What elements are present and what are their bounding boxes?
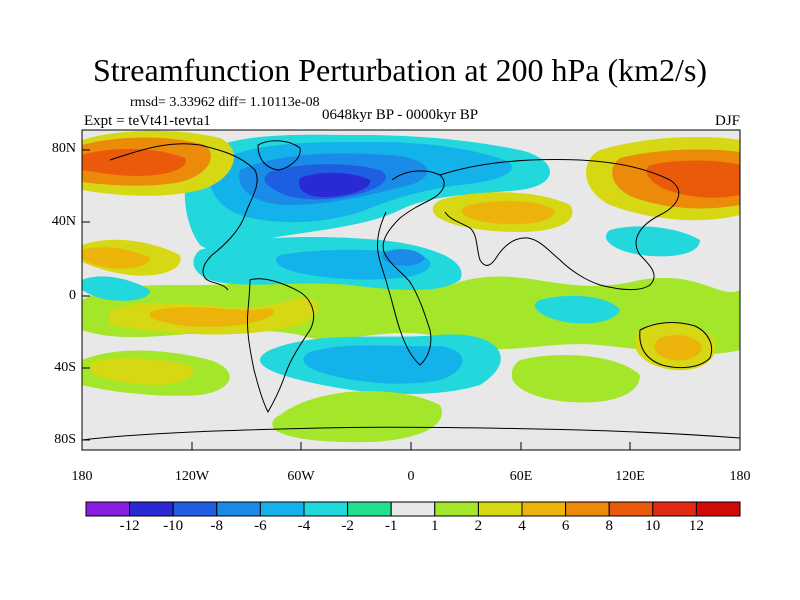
colorbar-swatch xyxy=(434,501,479,517)
colorbar-label: -8 xyxy=(210,518,224,534)
y-label-80n: 80N xyxy=(51,141,76,156)
x-label-120e: 120E xyxy=(615,469,645,484)
colorbar-label: -4 xyxy=(297,518,311,534)
colorbar-label: -6 xyxy=(254,518,267,534)
colorbar-swatch xyxy=(565,501,610,517)
colorbar-swatch xyxy=(652,501,697,517)
y-label-0: 0 xyxy=(69,288,76,303)
coast-asia xyxy=(439,159,680,290)
colorbar-label: -10 xyxy=(163,518,184,534)
stats-label: rmsd= 3.33962 diff= 1.10113e-08 xyxy=(130,95,320,110)
coast-australia xyxy=(639,322,713,369)
x-label-60w: 60W xyxy=(287,469,315,484)
colorbar-swatch xyxy=(259,501,305,517)
colorbar-label: 2 xyxy=(474,518,483,534)
x-label-0: 0 xyxy=(407,469,415,484)
x-label-120w: 120W xyxy=(174,469,210,484)
experiment-label: Expt = teVt41-tevta1 xyxy=(84,113,211,129)
colorbar-swatch xyxy=(129,501,174,517)
colorbar-swatch xyxy=(695,501,741,517)
y-label-40n: 40N xyxy=(51,214,76,229)
colorbar-label: -12 xyxy=(119,518,140,534)
contour-neg-africa-core xyxy=(382,249,425,266)
colorbar-swatch xyxy=(608,501,654,517)
contour-neg-spacific xyxy=(82,276,150,301)
colorbar-swatch xyxy=(521,501,567,517)
colorbar-label: 10 xyxy=(645,518,661,534)
colorbar-swatch xyxy=(172,501,218,517)
map-title: Streamfunction Perturbation at 200 hPa (… xyxy=(92,52,708,88)
colorbar-swatch xyxy=(390,501,436,517)
contour-field xyxy=(82,130,740,450)
contour-pos-australia-orange xyxy=(654,334,702,361)
contour-neg-nindian xyxy=(606,226,700,257)
x-label-60e: 60E xyxy=(509,469,533,484)
colorbar-label: -2 xyxy=(341,518,354,534)
colorbar-label: -1 xyxy=(384,518,398,534)
contour-neg-northatlantic-core xyxy=(299,172,371,198)
colorbar-label: 6 xyxy=(561,518,570,534)
period-label: 0648kyr BP - 0000kyr BP xyxy=(322,107,479,123)
x-label-180e: 180 xyxy=(729,469,751,484)
y-label-40s: 40S xyxy=(54,360,76,375)
colorbar-swatch xyxy=(216,501,261,517)
coast-antarctica xyxy=(82,426,740,441)
contour-neg-satlantic xyxy=(303,345,463,384)
colorbar-label: 12 xyxy=(688,518,704,534)
colorbar-label: 4 xyxy=(518,518,526,534)
colorbar-swatch xyxy=(303,501,349,517)
axis-ticks xyxy=(81,149,741,450)
colorbar-swatch xyxy=(85,501,131,517)
colorbar-label: 8 xyxy=(605,518,613,534)
y-label-80s: 80S xyxy=(54,432,76,447)
contour-positive-tropics xyxy=(82,265,740,355)
contour-pos-epacific-orange xyxy=(82,247,150,269)
x-label-180w: 180 xyxy=(71,469,93,484)
coast-europe-africa xyxy=(377,170,445,366)
colorbar-swatch xyxy=(347,501,392,517)
season-label: DJF xyxy=(714,113,740,129)
contour-pos-npacific-west-red xyxy=(82,148,186,176)
colorbar xyxy=(85,501,741,517)
contour-pos-tropics-orange xyxy=(150,307,274,328)
contour-pos-indian-south xyxy=(511,355,640,403)
contour-pos-siberia-red xyxy=(646,160,740,198)
contour-pos-southern-pacific-yellow xyxy=(90,358,194,385)
coast-south-america xyxy=(247,278,315,414)
coast-greenland xyxy=(257,140,301,171)
colorbar-swatch xyxy=(477,501,523,517)
coastlines xyxy=(82,140,740,441)
coast-north-america xyxy=(109,143,258,291)
contour-neg-indian-south xyxy=(534,295,620,324)
colorbar-label: 1 xyxy=(431,518,439,534)
contour-pos-centralasia-orange xyxy=(461,200,555,225)
contour-pos-antarctic xyxy=(272,391,442,443)
